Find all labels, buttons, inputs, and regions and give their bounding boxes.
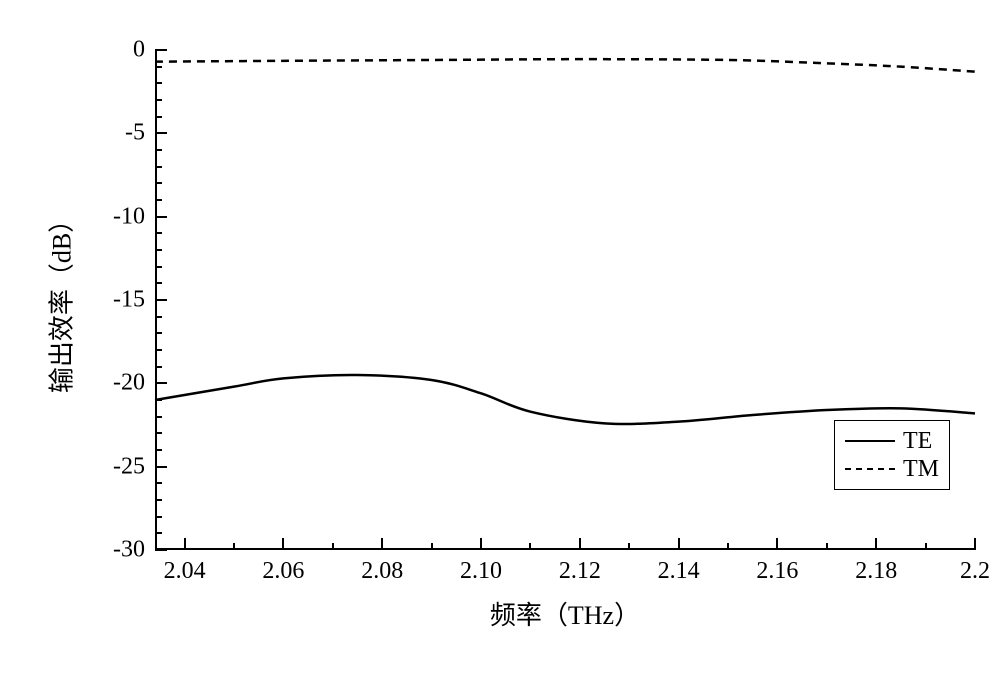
x-tick [776, 538, 778, 550]
y-minor-tick [155, 349, 162, 351]
y-minor-tick [155, 482, 162, 484]
y-tick-label: -10 [20, 203, 145, 230]
y-tick-label: 0 [20, 37, 145, 64]
y-minor-tick [155, 182, 162, 184]
y-tick [155, 299, 167, 301]
y-minor-tick [155, 232, 162, 234]
legend-row-TM: TM [845, 455, 939, 483]
x-tick [875, 538, 877, 550]
y-minor-tick [155, 66, 162, 68]
legend-line-TE [845, 440, 895, 442]
legend-label-TM: TM [903, 456, 939, 483]
y-minor-tick [155, 116, 162, 118]
x-minor-tick [529, 543, 531, 550]
y-minor-tick [155, 399, 162, 401]
x-tick [184, 538, 186, 550]
y-minor-tick [155, 416, 162, 418]
y-tick [155, 382, 167, 384]
y-minor-tick [155, 249, 162, 251]
x-tick [974, 538, 976, 550]
y-minor-tick [155, 99, 162, 101]
y-tick-label: -15 [20, 287, 145, 314]
y-tick-label: -20 [20, 370, 145, 397]
x-minor-tick [431, 543, 433, 550]
series-TM [155, 59, 975, 72]
x-tick [381, 538, 383, 550]
y-tick [155, 549, 167, 551]
x-axis-label: 频率（THz） [490, 595, 640, 632]
x-tick [579, 538, 581, 550]
legend-row-TE: TE [845, 427, 939, 455]
x-minor-tick [628, 543, 630, 550]
x-minor-tick [332, 543, 334, 550]
x-tick-label: 2.08 [361, 558, 403, 585]
legend: TETM [834, 420, 950, 490]
x-tick-label: 2.14 [658, 558, 700, 585]
y-tick [155, 466, 167, 468]
y-minor-tick [155, 149, 162, 151]
x-tick-label: 2.10 [460, 558, 502, 585]
y-minor-tick [155, 516, 162, 518]
x-minor-tick [925, 543, 927, 550]
x-tick [480, 538, 482, 550]
series-TE [155, 375, 975, 424]
x-tick [282, 538, 284, 550]
x-tick-label: 2.04 [164, 558, 206, 585]
x-tick-label: 2.12 [559, 558, 601, 585]
y-minor-tick [155, 499, 162, 501]
y-minor-tick [155, 82, 162, 84]
legend-line-TM [845, 468, 895, 470]
x-tick-label: 2.06 [262, 558, 304, 585]
y-tick [155, 216, 167, 218]
y-minor-tick [155, 532, 162, 534]
y-minor-tick [155, 282, 162, 284]
y-tick [155, 49, 167, 51]
y-minor-tick [155, 316, 162, 318]
x-tick [678, 538, 680, 550]
chart-container: 输出效率（dB） 频率（THz） TETM 0-5-10-15-20-25-30… [20, 20, 1000, 671]
y-minor-tick [155, 366, 162, 368]
y-tick-label: -5 [20, 120, 145, 147]
x-tick-label: 2.18 [855, 558, 897, 585]
y-minor-tick [155, 166, 162, 168]
x-minor-tick [826, 543, 828, 550]
y-minor-tick [155, 449, 162, 451]
y-tick [155, 132, 167, 134]
x-minor-tick [233, 543, 235, 550]
legend-label-TE: TE [903, 428, 932, 455]
x-minor-tick [727, 543, 729, 550]
y-minor-tick [155, 266, 162, 268]
x-tick-label: 2.2 [960, 558, 990, 585]
y-tick-label: -25 [20, 453, 145, 480]
y-minor-tick [155, 332, 162, 334]
y-minor-tick [155, 199, 162, 201]
y-minor-tick [155, 432, 162, 434]
y-tick-label: -30 [20, 537, 145, 564]
x-tick-label: 2.16 [756, 558, 798, 585]
